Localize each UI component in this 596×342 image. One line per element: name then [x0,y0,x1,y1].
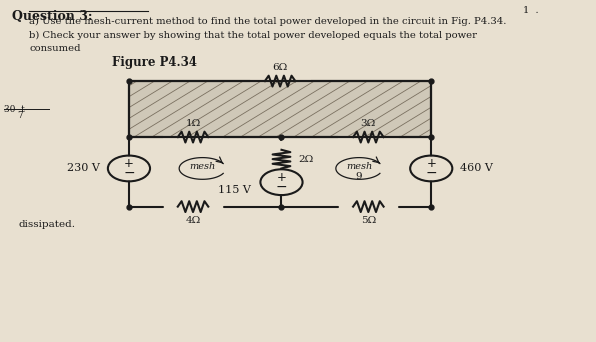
Text: 230 V: 230 V [67,163,100,173]
Text: 1Ω: 1Ω [185,119,201,128]
Text: 2Ω: 2Ω [298,155,313,163]
Text: 30  t: 30 t [4,105,25,114]
Text: Figure P4.34: Figure P4.34 [112,56,197,69]
Text: 460 V: 460 V [460,163,493,173]
Text: dissipated.: dissipated. [18,220,75,229]
Text: b) Check your answer by showing that the total power developed equals the total : b) Check your answer by showing that the… [29,31,477,40]
Text: consumed: consumed [29,44,80,53]
Text: 6Ω: 6Ω [272,63,288,71]
Text: 4Ω: 4Ω [185,216,201,225]
Circle shape [262,170,302,194]
Text: +: + [124,157,134,170]
Text: +: + [277,171,287,184]
Bar [129,81,432,137]
Bar [129,81,432,137]
Text: +: + [426,157,436,170]
Text: 3Ω: 3Ω [361,119,376,128]
Text: mesh: mesh [190,162,216,171]
Text: 1  .: 1 . [523,6,538,15]
Text: a) Use the mesh-current method to find the total power developed in the circuit : a) Use the mesh-current method to find t… [29,17,507,26]
Circle shape [411,156,451,181]
Text: −: − [123,166,135,180]
Text: −: − [426,166,437,180]
Text: −: − [276,180,287,194]
Circle shape [109,156,149,181]
Text: Question 3:: Question 3: [12,10,92,23]
Text: 7: 7 [17,110,23,120]
Text: 5Ω: 5Ω [361,216,376,225]
Text: 115 V: 115 V [218,185,251,195]
Text: 9: 9 [356,172,362,182]
Text: mesh: mesh [346,162,372,171]
